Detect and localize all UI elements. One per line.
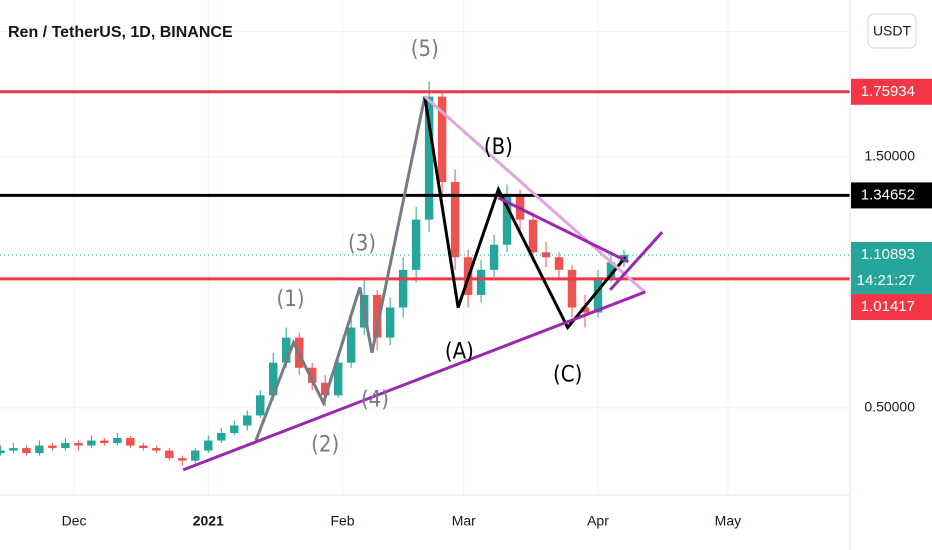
candle-body (424, 96, 434, 220)
wave-label: (5) (411, 37, 439, 62)
candle-body (593, 277, 603, 313)
plot: (1) (2) (3) (4) (5) (A) (B) (C) (0, 37, 850, 472)
candle-body (398, 269, 408, 308)
candle-body (243, 415, 252, 426)
price-label: 1.75934 (861, 83, 915, 100)
x-tick-label: Dec (62, 513, 87, 529)
price-label-box (851, 294, 932, 321)
candle-body (139, 445, 148, 449)
candle-body (476, 269, 486, 295)
countdown-label: 14:21:27 (857, 272, 915, 289)
candle-body (204, 440, 213, 451)
drawing-line (497, 196, 629, 264)
candle-body (554, 257, 564, 270)
candle-body (567, 269, 577, 308)
candle-body (281, 337, 291, 363)
y-tick-label: 1.50000 (864, 148, 915, 164)
price-label: 1.10893 (861, 246, 915, 263)
x-tick-label: 2021 (193, 513, 224, 529)
candle-body (9, 448, 18, 451)
candle-body (372, 294, 382, 338)
currency-button[interactable] (867, 13, 917, 49)
candle-body (489, 244, 499, 270)
wave-label: (1) (277, 287, 305, 312)
candle-body (22, 448, 31, 454)
price-label: 1.34652 (861, 186, 915, 203)
axes: 0.500001.500002Dec2021FebMarAprMay1.7593… (62, 22, 932, 529)
candle-body (450, 181, 460, 258)
candle-body (230, 425, 239, 433)
candle-body (580, 307, 590, 313)
candle-body (191, 450, 200, 461)
candle-body (606, 262, 616, 278)
candle-body (269, 362, 278, 396)
candle-body (411, 219, 421, 270)
candle-body (152, 448, 161, 451)
candle-body (0, 450, 5, 454)
candle-body (74, 443, 83, 446)
drawing-line (254, 96, 427, 442)
candle-body (346, 327, 356, 363)
candle-body (113, 438, 122, 444)
y-tick-label: 0.50000 (864, 399, 915, 415)
drawing-line (423, 95, 647, 294)
candle-body (178, 458, 187, 461)
candle-body (541, 252, 551, 258)
candle-body (100, 440, 109, 444)
price-label-box (851, 78, 932, 105)
candle-body (35, 445, 44, 454)
wave-label: (2) (311, 433, 339, 458)
wave-label: (3) (348, 232, 376, 257)
candle-body (502, 194, 512, 245)
candle-body (385, 307, 395, 338)
candle-body (437, 96, 447, 182)
candle-body (320, 382, 330, 396)
x-tick-label: May (715, 513, 741, 529)
wave-label: (B) (484, 135, 513, 160)
drawing-line (608, 231, 664, 291)
candle-body (256, 395, 265, 416)
candle-body (48, 445, 57, 449)
candle-body (217, 432, 226, 441)
drawing-line (423, 96, 627, 331)
price-label: 1.01417 (861, 298, 915, 315)
x-tick-label: Apr (587, 513, 609, 529)
x-tick-label: Feb (330, 513, 354, 529)
candle-body (528, 219, 538, 253)
candle-body (126, 438, 135, 446)
wave-label: (C) (553, 362, 582, 387)
wave-label: (4) (361, 387, 389, 412)
chart-title: Ren / TetherUS, 1D, BINANCE (8, 24, 233, 41)
price-label-box (851, 242, 932, 295)
x-tick-label: Mar (452, 513, 476, 529)
drawing-line (182, 290, 646, 472)
candle-body (165, 450, 174, 459)
wave-label: (A) (445, 340, 474, 365)
candle-body (61, 443, 70, 449)
candle-body (87, 440, 96, 446)
price-label-box (851, 182, 932, 209)
candle-body (307, 367, 317, 383)
currency-label[interactable]: USDT (873, 23, 912, 39)
candle-body (333, 362, 343, 396)
